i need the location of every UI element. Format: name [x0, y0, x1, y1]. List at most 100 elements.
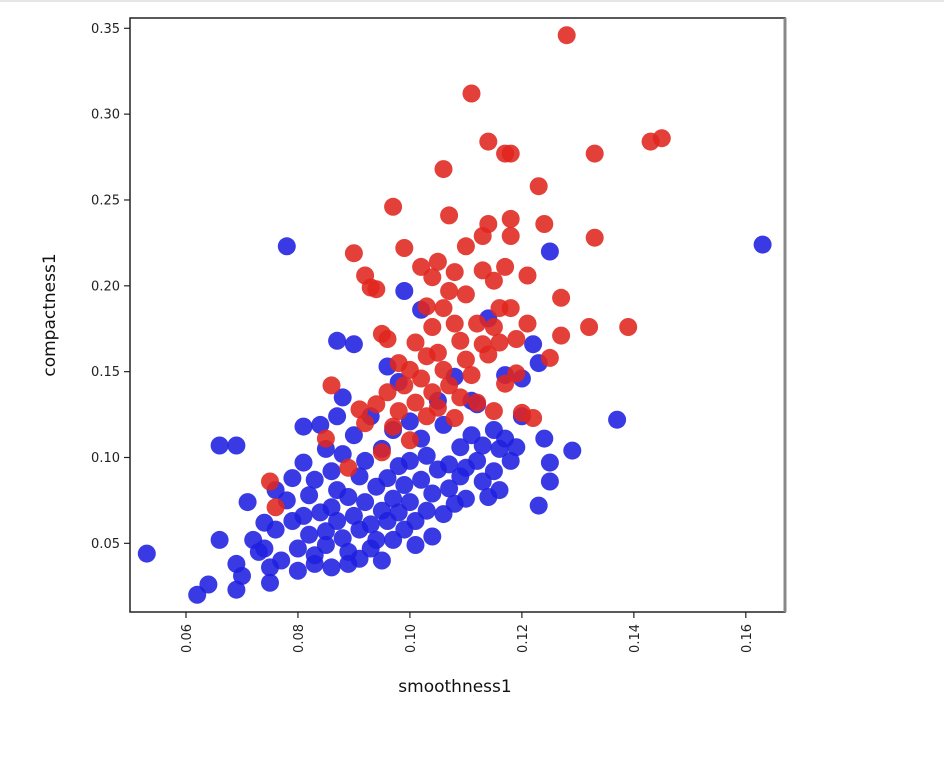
scatter-point-s1-90 [652, 129, 671, 148]
scatter-point-s0-60 [361, 515, 380, 534]
scatter-point-s1-1 [266, 498, 285, 517]
scatter-point-s0-71 [384, 489, 403, 508]
scatter-point-s1-83 [552, 326, 571, 345]
scatter-point-s1-27 [412, 369, 431, 388]
scatter-point-s1-87 [585, 228, 604, 247]
scatter-point-s0-33 [311, 415, 330, 434]
scatter-point-s0-47 [333, 529, 352, 548]
scatter-point-s0-40 [322, 558, 341, 577]
y-tick-label: 0.20 [91, 279, 120, 294]
scatter-point-s1-79 [529, 177, 548, 196]
scatter-point-s1-6 [350, 400, 369, 419]
x-tick-label: 0.14 [628, 624, 643, 653]
scatter-point-s0-81 [400, 493, 419, 512]
scatter-point-s1-36 [428, 398, 447, 417]
scatter-point-s0-129 [608, 410, 627, 429]
scatter-point-s1-82 [552, 288, 571, 307]
scatter-point-s0-127 [540, 453, 559, 472]
scatter-point-s1-43 [445, 314, 464, 333]
scatter-point-s0-44 [328, 512, 347, 530]
scatter-point-s0-80 [400, 451, 419, 470]
scatter-point-s1-32 [423, 383, 442, 402]
scatter-point-s1-46 [451, 331, 470, 350]
scatter-point-s0-95 [440, 455, 459, 474]
scatter-point-s0-125 [540, 242, 559, 261]
scatter-point-s1-80 [535, 215, 554, 233]
scatter-point-s1-54 [468, 393, 487, 412]
scatter-point-s1-85 [580, 318, 599, 336]
scatter-point-s1-39 [434, 360, 453, 379]
scatter-point-s1-41 [440, 282, 459, 300]
scatter-point-s1-23 [400, 431, 419, 450]
scatter-point-s0-96 [440, 479, 459, 498]
scatter-point-s1-86 [585, 144, 604, 163]
scatter-point-s1-58 [479, 132, 498, 151]
scatter-point-s1-88 [619, 318, 638, 336]
scatter-point-s1-74 [507, 364, 526, 383]
scatter-point-s1-59 [479, 215, 498, 233]
scatter-point-s1-10 [367, 395, 386, 414]
scatter-point-s1-71 [501, 227, 520, 245]
x-tick-label: 0.10 [404, 624, 419, 653]
plot-frame [129, 17, 786, 613]
scatter-point-s1-69 [501, 144, 520, 163]
scatter-point-s0-106 [468, 451, 487, 470]
top-divider [0, 0, 944, 2]
scatter-point-s0-124 [535, 429, 554, 448]
scatter-point-s0-45 [333, 388, 352, 407]
scatter-point-s1-52 [462, 366, 481, 385]
y-axis-label: compactness1 [40, 253, 60, 376]
scatter-point-s0-29 [300, 525, 319, 544]
scatter-point-s0-63 [367, 530, 386, 549]
scatter-point-s0-15 [261, 573, 279, 592]
scatter-point-s1-81 [540, 348, 559, 367]
y-tick-label: 0.05 [91, 537, 120, 552]
scatter-point-s1-72 [501, 299, 520, 318]
scatter-point-s0-8 [233, 566, 251, 585]
scatter-point-s0-114 [490, 481, 509, 500]
scatter-point-s0-27 [294, 506, 313, 525]
scatter-point-s0-28 [300, 486, 319, 505]
scatter-point-s1-63 [484, 402, 503, 421]
scatter-point-s0-9 [238, 493, 257, 512]
scatter-point-s1-31 [423, 268, 442, 287]
scatter-point-s1-77 [518, 314, 537, 333]
scatter-point-s0-37 [316, 536, 335, 554]
y-tick-label: 0.25 [91, 193, 120, 208]
scatter-point-s0-118 [507, 438, 526, 457]
scatter-point-s1-2 [316, 429, 335, 448]
scatter-point-s1-50 [456, 350, 475, 369]
scatter-point-s0-30 [305, 470, 324, 489]
scatter-point-s0-2 [199, 575, 218, 594]
scatter-point-s0-128 [563, 441, 582, 460]
scatter-point-s0-66 [372, 551, 391, 570]
points-layer [137, 26, 772, 604]
scatter-point-s1-16 [384, 197, 403, 216]
scatter-point-s0-90 [423, 527, 442, 546]
scatter-point-s0-89 [423, 484, 442, 503]
scatter-point-s0-13 [255, 539, 274, 558]
scatter-point-s1-34 [428, 252, 447, 271]
scatter-point-s1-62 [484, 318, 503, 336]
y-tick-label: 0.15 [91, 365, 120, 380]
scatter-point-s0-3 [210, 530, 229, 549]
scatter-point-s0-20 [277, 237, 296, 256]
y-tick-label: 0.35 [91, 22, 120, 37]
scatter-point-s1-47 [451, 388, 470, 407]
scatter-point-s1-0 [261, 472, 279, 491]
scatter-point-s0-88 [417, 501, 436, 520]
scatter-point-s1-44 [445, 263, 464, 282]
x-tick-label: 0.16 [740, 624, 755, 653]
scatter-point-s0-52 [344, 426, 363, 445]
scatter-point-s0-86 [412, 470, 431, 489]
scatter-point-s1-20 [395, 239, 414, 257]
scatter-point-s0-5 [227, 436, 246, 455]
scatter-point-s0-24 [288, 561, 307, 580]
scatter-point-s1-8 [356, 414, 375, 433]
scatter-point-s1-5 [344, 244, 363, 263]
scatter-point-s1-48 [456, 237, 475, 256]
scatter-point-s1-12 [372, 443, 391, 462]
scatter-point-s0-76 [395, 282, 414, 300]
scatter-point-s1-51 [462, 84, 481, 103]
